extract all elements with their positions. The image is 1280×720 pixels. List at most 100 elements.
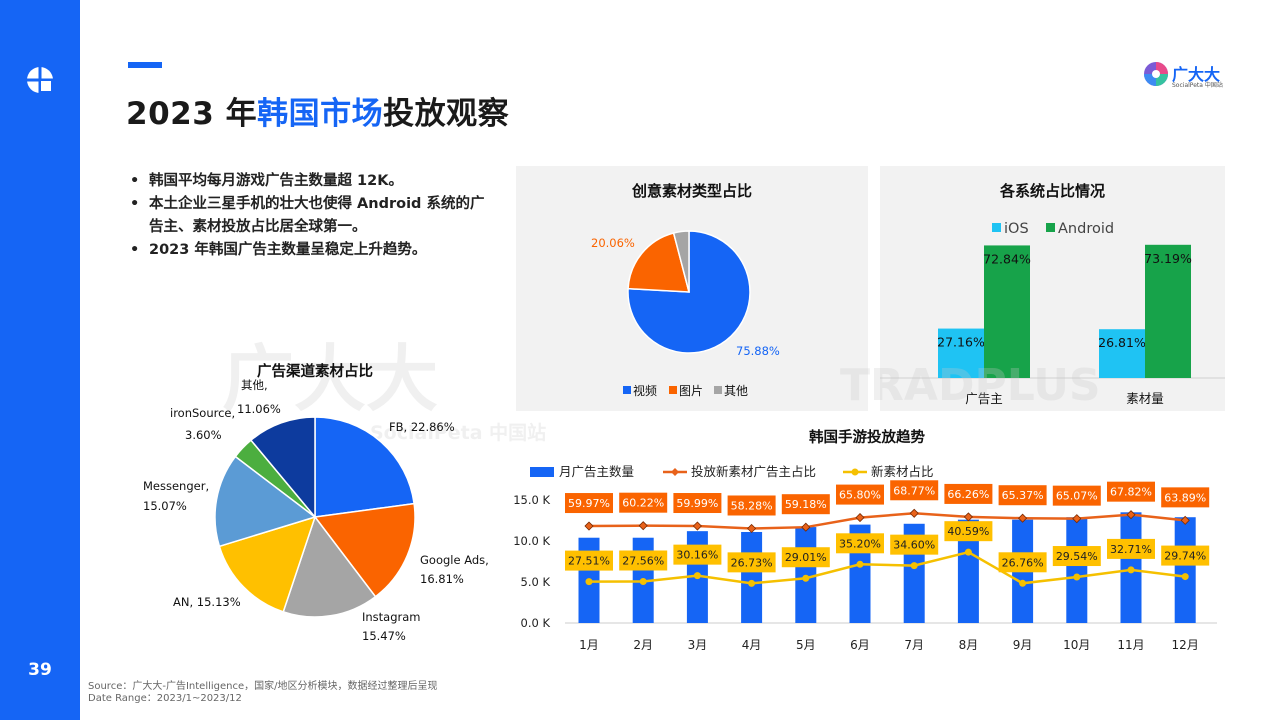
line-data-label: 32.71% — [1110, 543, 1152, 556]
line-marker — [747, 523, 757, 534]
system-share-panel: 各系统占比情况 27.16% 26.81% 72.84% 73.19% 广告主 素材量 iO… — [880, 166, 1225, 411]
line-marker — [801, 522, 811, 532]
line-marker — [1018, 513, 1028, 523]
data-label-box — [944, 483, 993, 504]
line-data-label: 59.18% — [785, 498, 827, 511]
legend-swatch — [671, 468, 679, 476]
brand-logo-icon — [1144, 62, 1168, 86]
y-tick-label: 5.0 K — [521, 575, 551, 589]
pie-data-label: 75.88% — [736, 344, 780, 358]
line-marker — [585, 578, 593, 586]
bar — [1145, 244, 1191, 378]
pie-data-label: 3.60% — [185, 428, 222, 442]
data-label-box — [836, 484, 884, 505]
line-data-label: 26.76% — [1002, 556, 1044, 569]
pie-slice — [249, 416, 316, 520]
data-label-box — [619, 492, 668, 513]
system-share-title: 各系统占比情况 — [999, 182, 1105, 200]
bar-data-label: 27.16% — [937, 335, 985, 350]
legend-label: 投放新素材广告主占比 — [691, 464, 816, 479]
line-data-label: 30.16% — [676, 549, 718, 562]
line-marker — [855, 513, 865, 523]
channel-pie-chart: 广告渠道素材占比 FB, 22.86% Google Ads, 16.81% Insta… — [143, 362, 489, 643]
korea-trend-chart: 韩国手游投放趋势 0.0 K 5.0 K 10.0 K 15.0 K 1月 2月 3月 4月 5月… — [513, 428, 1217, 652]
y-tick-label: 0.0 K — [521, 616, 551, 630]
x-tick-label: 9月 — [1013, 638, 1033, 652]
bar-data-label: 73.19% — [1144, 251, 1192, 266]
bar — [1066, 517, 1088, 623]
legend-label: 视频 — [633, 383, 657, 398]
line-marker — [1072, 514, 1082, 524]
data-label-box — [1107, 481, 1155, 502]
system-share-bar-chart: 27.16% 26.81% 72.84% 73.19% 广告主 素材量 iOS Android — [880, 221, 1225, 406]
line-marker — [963, 512, 973, 522]
legend-label: 图片 — [679, 384, 703, 398]
data-label-box — [890, 534, 939, 555]
line-data-label: 63.89% — [1164, 491, 1206, 504]
trend-chart-title: 韩国手游投放趋势 — [809, 428, 925, 446]
line-data-label: 67.82% — [1110, 486, 1152, 499]
data-label-box — [673, 493, 722, 514]
bullet-item: 韩国平均每月游戏广告主数量超 12K。 — [128, 170, 498, 193]
data-label-box — [1161, 487, 1210, 508]
legend-label: Android — [1058, 221, 1114, 237]
line-marker — [1126, 510, 1136, 520]
key-points-list: 韩国平均每月游戏广告主数量超 12K。 本土企业三星手机的壮大也使得 Andro… — [128, 170, 498, 262]
bar — [1099, 329, 1145, 378]
pie-data-label: 其他, — [241, 378, 268, 392]
sidebar — [0, 0, 80, 720]
pie-data-label: 16.81% — [420, 572, 464, 586]
line-marker — [693, 572, 701, 580]
x-tick-label: 2月 — [633, 638, 653, 652]
line-marker — [584, 521, 594, 531]
data-label-box — [1107, 538, 1155, 559]
line-data-label: 27.56% — [622, 554, 664, 567]
data-label-box — [565, 550, 613, 571]
line-marker — [1180, 515, 1190, 525]
pie-data-label: 20.06% — [591, 236, 635, 250]
title-prefix: 2023 年 — [126, 96, 258, 132]
line-data-label: 34.60% — [893, 539, 935, 552]
title-suffix: 投放观察 — [383, 96, 510, 132]
pie-slice — [314, 416, 415, 518]
y-tick-label: 15.0 K — [513, 493, 550, 507]
data-label-box — [998, 485, 1047, 506]
pie-slice — [313, 502, 416, 598]
data-label-box — [998, 552, 1047, 573]
line-data-label: 29.01% — [785, 551, 827, 564]
pie-slice — [627, 232, 690, 293]
bar — [1174, 517, 1196, 623]
source-line: Source：广大大-广告Intelligence，国家/地区分析模块，数据经过… — [88, 681, 438, 692]
page-title: 2023 年韩国市场投放观察 — [126, 88, 509, 133]
page-number: 39 — [28, 660, 52, 680]
x-tick-label: 广告主 — [965, 391, 1003, 406]
series-line — [588, 512, 1186, 530]
pie-data-label: AN, 15.13% — [173, 595, 241, 609]
line-marker — [802, 574, 810, 582]
x-tick-label: 8月 — [959, 638, 979, 652]
data-label-box — [1052, 546, 1101, 567]
bar-data-label: 72.84% — [983, 251, 1031, 266]
line-data-label: 65.80% — [839, 489, 881, 502]
bullet-item: 2023 年韩国广告主数量呈稳定上升趋势。 — [128, 239, 498, 262]
line-marker — [748, 579, 756, 587]
watermark-brand: 广大大 — [222, 337, 439, 421]
line-data-label: 29.54% — [1056, 550, 1098, 563]
line-marker — [1127, 566, 1135, 574]
line-data-label: 65.37% — [1002, 489, 1044, 502]
line-data-label: 59.97% — [568, 497, 610, 510]
title-accent-bar — [128, 62, 162, 68]
line-data-label: 27.51% — [568, 555, 610, 568]
pie-slice — [214, 455, 317, 548]
pie-data-label: FB, 22.86% — [389, 420, 455, 434]
pie-data-label: ironSource, — [170, 406, 235, 420]
line-data-label: 29.74% — [1164, 550, 1206, 563]
pie-slice — [218, 515, 317, 613]
creative-type-pie-chart: 75.88% 20.06% 视频 图片 其他 — [591, 230, 780, 398]
pie-data-label: 11.06% — [237, 402, 281, 416]
legend-swatch — [851, 468, 859, 476]
logo-icon — [26, 66, 54, 94]
data-label-box — [1161, 545, 1210, 566]
data-label-box — [1052, 485, 1101, 506]
x-tick-label: 11月 — [1117, 638, 1144, 652]
